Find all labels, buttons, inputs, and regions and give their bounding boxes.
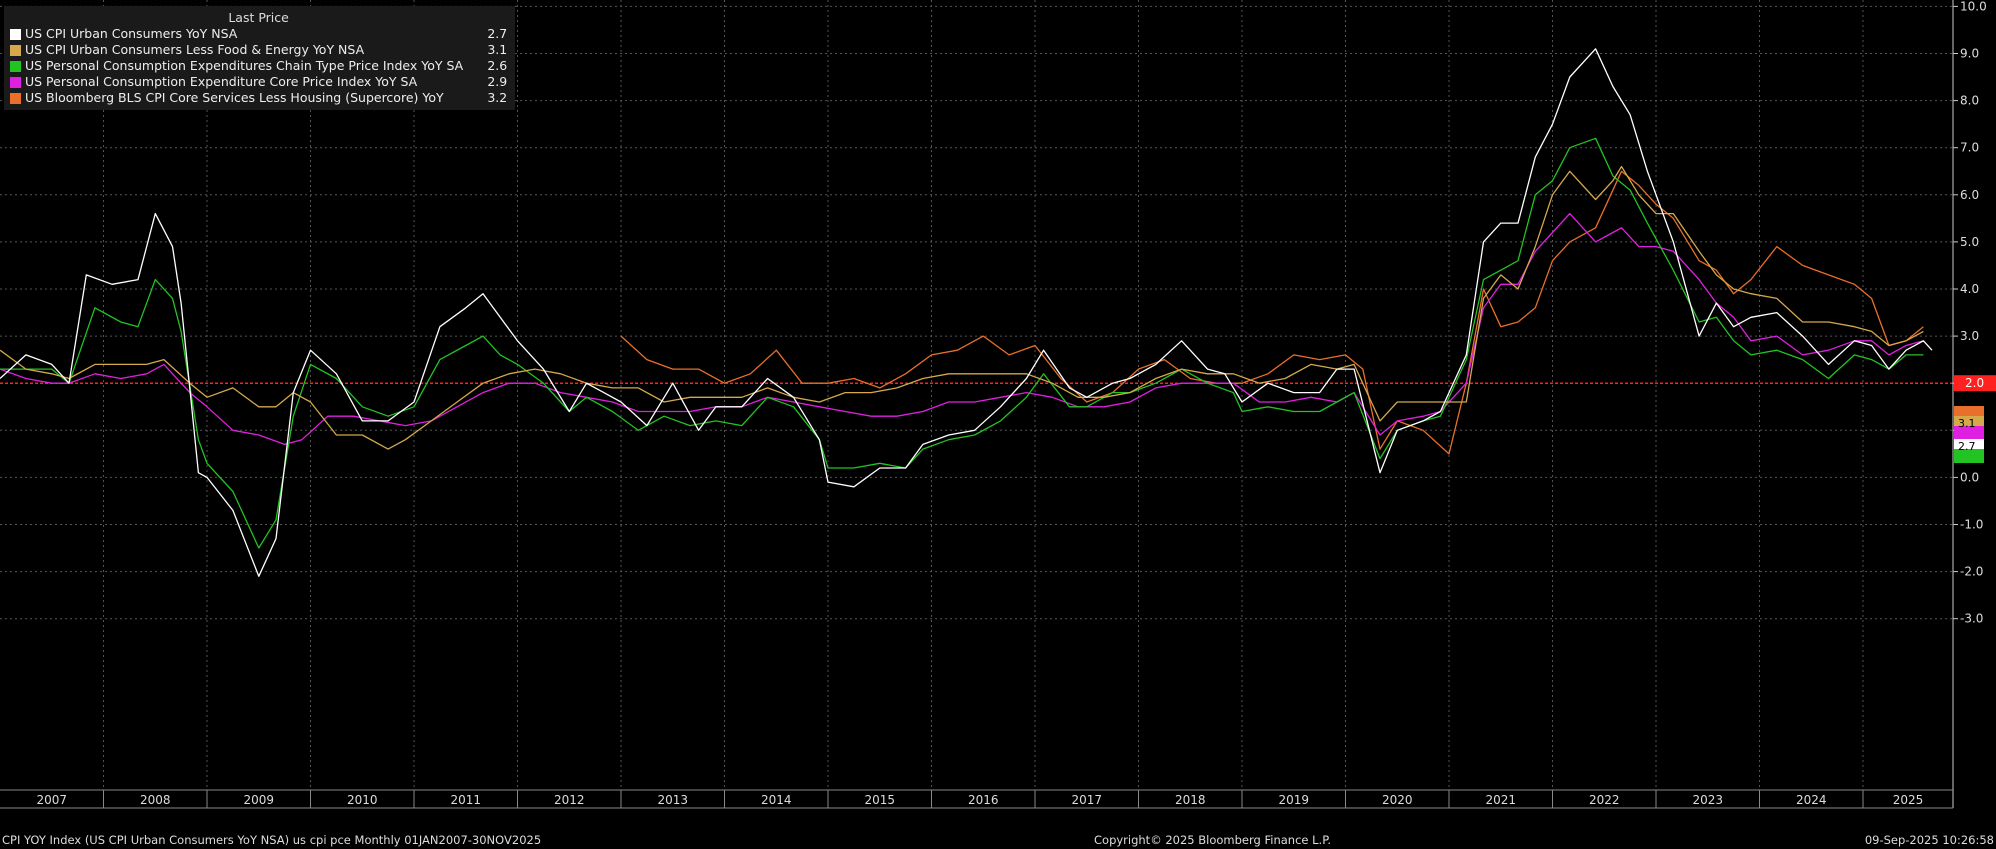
legend-swatch (10, 60, 21, 72)
x-tick-label: 2024 (1796, 793, 1827, 807)
x-tick-label: 2012 (554, 793, 585, 807)
legend-swatch (10, 76, 21, 88)
y-tick-label: 0.0 (1960, 470, 1979, 484)
legend-name: US Personal Consumption Expenditures Cha… (25, 58, 464, 73)
x-tick-label: 2022 (1589, 793, 1620, 807)
last-value-tags: 2.0 3.1 2.7 (1954, 375, 1996, 463)
series-line (0, 165, 1924, 450)
x-tick-label: 2019 (1278, 793, 1309, 807)
footer-copyright: Copyright© 2025 Bloomberg Finance L.P. (1094, 833, 1331, 847)
legend-value: 2.6 (487, 58, 508, 73)
x-tick-label: 2021 (1485, 793, 1516, 807)
x-axis: 2007 2008 2009 2010 2011 2012 2013 2014 2015 2016… (0, 789, 1953, 809)
x-tick-label: 2007 (36, 793, 67, 807)
y-tick-label: 7.0 (1960, 141, 1979, 155)
y-tick-label: 4.0 (1960, 282, 1979, 296)
x-tick-label: 2016 (968, 793, 999, 807)
last-value-tag-label: 2.7 (1958, 440, 1976, 453)
x-tick-label: 2015 (864, 793, 895, 807)
chart-series (0, 48, 1933, 577)
legend-item: US Personal Consumption Expenditure Core… (10, 74, 507, 90)
legend-title: Last Price (228, 10, 289, 25)
y-tick-label: 6.0 (1960, 188, 1979, 202)
y-tick-label: 10.0 (1960, 0, 1987, 13)
chart-grid (0, 0, 1953, 790)
legend-swatch (10, 92, 21, 104)
y-tick-label: 9.0 (1960, 47, 1979, 61)
footer-description: CPI YOY Index (US CPI Urban Consumers Yo… (2, 833, 542, 847)
legend-name: US Personal Consumption Expenditure Core… (25, 74, 418, 89)
x-tick-label: 2008 (140, 793, 171, 807)
x-tick-label: 2010 (347, 793, 378, 807)
legend-swatch (10, 28, 21, 40)
chart-legend: Last Price US CPI Urban Consumers YoY NS… (4, 6, 516, 110)
legend-item: US CPI Urban Consumers YoY NSA 2.7 (10, 26, 507, 42)
reference-tag (1954, 375, 1996, 392)
legend-name: US CPI Urban Consumers Less Food & Energ… (25, 42, 365, 57)
legend-value: 3.2 (487, 90, 508, 105)
x-tick-label: 2023 (1692, 793, 1723, 807)
y-tick-label: 3.0 (1960, 329, 1979, 343)
legend-item: US Bloomberg BLS CPI Core Services Less … (10, 90, 507, 106)
x-tick-label: 2013 (657, 793, 688, 807)
y-tick-label: -1.0 (1960, 518, 1983, 532)
y-tick-label: 5.0 (1960, 235, 1979, 249)
legend-swatch (10, 44, 21, 56)
y-tick-label: -2.0 (1960, 565, 1983, 579)
x-tick-label: 2025 (1893, 793, 1924, 807)
legend-value: 3.1 (487, 42, 508, 57)
reference-tag-label: 2.0 (1965, 376, 1984, 390)
last-value-tag-label: 3.1 (1958, 417, 1976, 430)
series-line (0, 48, 1933, 577)
legend-name: US CPI Urban Consumers YoY NSA (25, 26, 238, 41)
x-tick-label: 2009 (243, 793, 274, 807)
y-tick-label: 8.0 (1960, 94, 1979, 108)
series-line (0, 212, 1924, 446)
x-tick-label: 2017 (1071, 793, 1102, 807)
x-tick-label: 2011 (450, 793, 481, 807)
legend-name: US Bloomberg BLS CPI Core Services Less … (25, 90, 444, 105)
x-tick-label: 2020 (1382, 793, 1413, 807)
y-axis: -3.0-2.0-1.00.01.02.03.04.05.06.07.08.09… (1952, 0, 1987, 808)
series-line (0, 137, 1924, 549)
legend-value: 2.9 (487, 74, 508, 89)
last-value-tag (1954, 449, 1984, 463)
legend-value: 2.7 (487, 26, 508, 41)
footer-timestamp: 09-Sep-2025 10:26:58 (1864, 833, 1994, 847)
x-tick-label: 2014 (761, 793, 792, 807)
legend-item: US Personal Consumption Expenditures Cha… (10, 58, 507, 74)
legend-item: US CPI Urban Consumers Less Food & Energ… (10, 42, 507, 58)
y-tick-label: -3.0 (1960, 612, 1983, 626)
last-value-tag (1954, 426, 1984, 440)
x-tick-label: 2018 (1175, 793, 1206, 807)
